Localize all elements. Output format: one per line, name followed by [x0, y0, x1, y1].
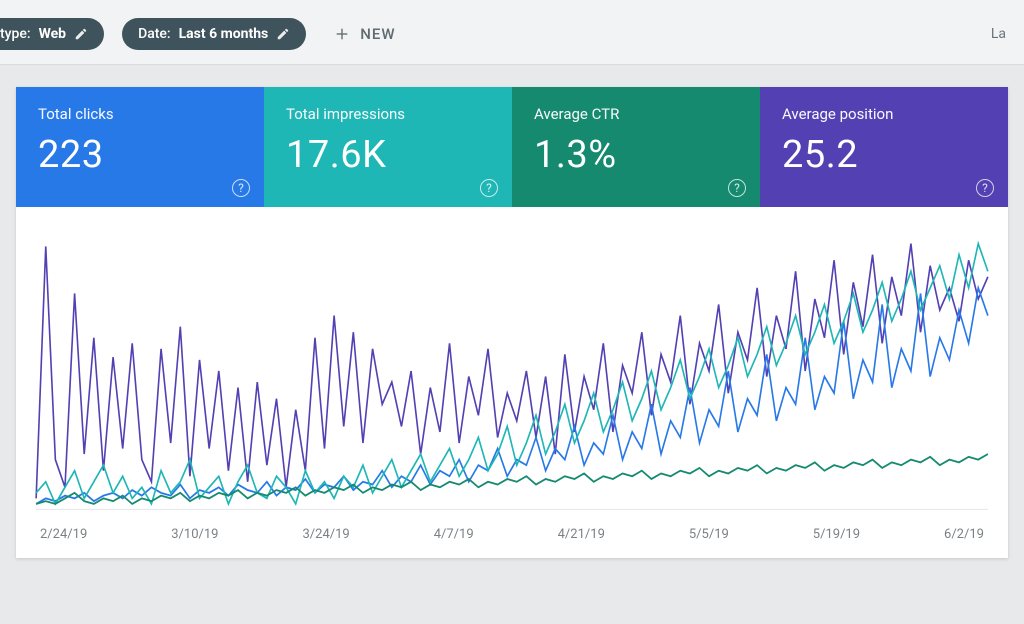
metric-tabs: Total clicks223?Total impressions17.6K?A… — [16, 87, 1008, 207]
filter-chip-date-value: Last 6 months — [179, 26, 269, 42]
series-position — [36, 244, 988, 499]
metric-tab-position[interactable]: Average position 25.2? — [760, 87, 1008, 207]
filter-chip-date-prefix: Date: — [138, 26, 171, 42]
x-tick-label: 5/19/19 — [813, 527, 860, 542]
help-icon[interactable]: ? — [480, 179, 498, 197]
metric-label: Average position — [782, 105, 986, 123]
x-tick-label: 3/24/19 — [302, 527, 349, 542]
metric-value: 25.2 — [782, 133, 986, 177]
pencil-icon — [74, 27, 88, 41]
metric-tab-ctr[interactable]: Average CTR 1.3%? — [512, 87, 760, 207]
x-axis-labels: 2/24/19 3/10/19 3/24/19 4/7/19 4/21/19 5/5/19… — [26, 521, 998, 558]
metric-value: 1.3% — [534, 133, 738, 177]
x-tick-label: 4/21/19 — [558, 527, 605, 542]
x-tick-label: 4/7/19 — [434, 527, 474, 542]
metric-label: Average CTR — [534, 105, 738, 123]
performance-card: Total clicks223?Total impressions17.6K?A… — [16, 87, 1008, 558]
metric-value: 223 — [38, 133, 242, 177]
series-ctr — [36, 454, 988, 504]
x-tick-label: 2/24/19 — [40, 527, 87, 542]
filter-chip-type[interactable]: type: Web — [0, 18, 104, 50]
x-tick-label: 5/5/19 — [689, 527, 729, 542]
metric-label: Total clicks — [38, 105, 242, 123]
help-icon[interactable]: ? — [728, 179, 746, 197]
metric-tab-impressions[interactable]: Total impressions 17.6K? — [264, 87, 512, 207]
series-clicks — [36, 288, 988, 504]
add-filter-button[interactable]: NEW — [324, 19, 405, 49]
x-tick-label: 6/2/19 — [944, 527, 984, 542]
performance-chart — [26, 221, 998, 521]
chart-container: 2/24/19 3/10/19 3/24/19 4/7/19 4/21/19 5/5/19… — [16, 207, 1008, 558]
metric-label: Total impressions — [286, 105, 490, 123]
filter-bar: type: Web Date: Last 6 months NEW La — [0, 0, 1024, 65]
filter-chip-date[interactable]: Date: Last 6 months — [122, 18, 306, 50]
filter-chip-type-value: Web — [39, 26, 66, 42]
filter-chip-type-prefix: type: — [0, 26, 31, 42]
help-icon[interactable]: ? — [232, 179, 250, 197]
pencil-icon — [276, 27, 290, 41]
metric-value: 17.6K — [286, 133, 490, 177]
x-tick-label: 3/10/19 — [171, 527, 218, 542]
series-impressions — [36, 244, 988, 504]
add-filter-label: NEW — [360, 25, 395, 43]
help-icon[interactable]: ? — [976, 179, 994, 197]
plus-icon — [334, 26, 350, 42]
metric-tab-clicks[interactable]: Total clicks 223? — [16, 87, 264, 207]
right-truncated-label[interactable]: La — [991, 26, 1012, 42]
